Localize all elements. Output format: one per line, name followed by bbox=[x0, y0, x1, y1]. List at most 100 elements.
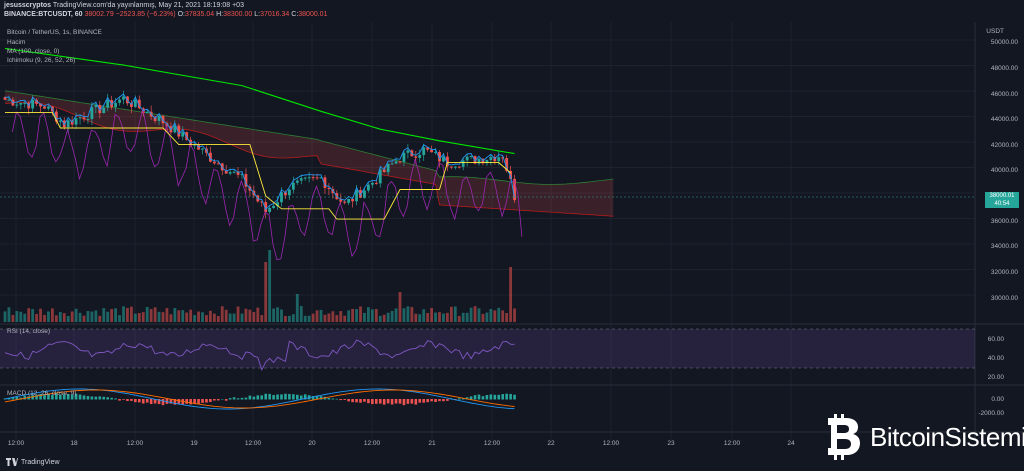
candle-body bbox=[485, 160, 489, 164]
legend-ma[interactable]: MA (100, close, 0) bbox=[7, 48, 60, 55]
macd-bar bbox=[442, 399, 445, 402]
volume-bar bbox=[62, 313, 66, 322]
macd-bar bbox=[386, 399, 390, 404]
legend-macd[interactable]: MACD (12, 26, close, 9) bbox=[7, 390, 77, 397]
volume-bar bbox=[177, 310, 181, 322]
macd-bar bbox=[161, 399, 165, 406]
candle-body bbox=[74, 118, 78, 125]
volume-bar bbox=[82, 315, 86, 322]
candle-body bbox=[86, 119, 90, 121]
volume-bar bbox=[23, 313, 27, 322]
candle-body bbox=[212, 161, 216, 164]
legend-ichimoku[interactable]: Ichimoku (9, 26, 52, 26) bbox=[7, 57, 76, 64]
legend-volume[interactable]: Hacim bbox=[7, 39, 26, 46]
candle-body bbox=[390, 163, 394, 165]
volume-bar bbox=[201, 312, 204, 322]
macd-bar bbox=[39, 393, 42, 400]
macd-bar bbox=[51, 394, 54, 400]
candle-body bbox=[446, 156, 449, 167]
volume-bar bbox=[256, 307, 260, 322]
macd-bar bbox=[422, 399, 425, 403]
volume-bar bbox=[402, 308, 406, 322]
macd-bar bbox=[292, 394, 295, 400]
volume-bar bbox=[161, 312, 165, 322]
candle-body bbox=[130, 103, 133, 107]
volume-bar bbox=[114, 308, 117, 322]
symbol-label[interactable]: BINANCE:BTCUSDT, 60 bbox=[4, 11, 83, 18]
volume-bar bbox=[442, 313, 445, 322]
macd-bar bbox=[327, 397, 331, 400]
macd-bar bbox=[252, 396, 256, 400]
volume-bar bbox=[497, 307, 501, 322]
macd-bar bbox=[402, 399, 406, 406]
candle-body bbox=[260, 201, 264, 203]
candle-body bbox=[3, 97, 7, 100]
candle-body bbox=[157, 116, 161, 121]
macd-bar bbox=[264, 393, 267, 400]
volume-bar bbox=[453, 306, 457, 322]
candle-body bbox=[90, 107, 94, 120]
time-axis-label: 12:00 bbox=[8, 440, 25, 447]
candle-body bbox=[414, 156, 418, 158]
macd-bar bbox=[106, 397, 109, 400]
volume-bar bbox=[220, 306, 224, 322]
volume-bar bbox=[58, 312, 62, 322]
macd-bar bbox=[240, 397, 244, 400]
volume-bar bbox=[382, 314, 386, 322]
price-tick-label: 32000.00 bbox=[991, 269, 1018, 276]
volume-bar bbox=[434, 312, 437, 322]
volume-bar bbox=[106, 311, 110, 322]
volume-bar bbox=[209, 310, 212, 322]
volume-bar bbox=[110, 308, 114, 322]
volume-bar bbox=[426, 313, 430, 322]
low-label: L: bbox=[254, 11, 261, 18]
macd-bar bbox=[70, 394, 74, 400]
rsi-band bbox=[0, 329, 975, 368]
volume-bar bbox=[307, 315, 311, 322]
price-tick-label: 48000.00 bbox=[991, 65, 1018, 72]
volume-bar bbox=[98, 315, 102, 322]
author-name[interactable]: jesusscryptos bbox=[4, 2, 52, 9]
legend-symbol[interactable]: Bitcoin / TetherUS, 1s, BINANCE bbox=[7, 29, 102, 36]
macd-bar bbox=[426, 399, 429, 403]
macd-bar bbox=[260, 395, 264, 400]
candle-body bbox=[295, 180, 299, 183]
signal-line bbox=[4, 389, 515, 409]
macd-bar bbox=[228, 398, 232, 400]
volume-bar bbox=[130, 306, 133, 322]
candle-body bbox=[513, 178, 516, 201]
volume-bar bbox=[165, 308, 169, 322]
candle-body bbox=[118, 99, 121, 103]
macd-bar bbox=[501, 394, 504, 400]
volume-bar bbox=[205, 315, 208, 322]
macd-bar bbox=[102, 396, 106, 400]
macd-bar bbox=[98, 396, 102, 400]
price-tick-label: 46000.00 bbox=[991, 91, 1018, 98]
candle-body bbox=[473, 156, 477, 164]
time-axis-label: 12:00 bbox=[364, 440, 381, 447]
macd-bar bbox=[224, 399, 228, 401]
macd-bar bbox=[418, 399, 422, 403]
volume-bar bbox=[122, 306, 125, 322]
macd-bar bbox=[157, 399, 161, 405]
macd-bar bbox=[406, 399, 410, 404]
candle-body bbox=[461, 160, 465, 167]
volume-bar bbox=[311, 313, 315, 322]
price-tick-label: 34000.00 bbox=[991, 243, 1018, 250]
candle-body bbox=[31, 99, 35, 109]
macd-bar bbox=[371, 399, 374, 405]
tradingview-logo[interactable]: TradingView bbox=[6, 458, 60, 466]
macd-bar bbox=[244, 397, 248, 400]
legend-rsi[interactable]: RSI (14, close) bbox=[7, 328, 50, 335]
macd-bar bbox=[153, 399, 157, 404]
volume-bar bbox=[473, 306, 477, 322]
volume-bar bbox=[276, 307, 279, 322]
macd-bar bbox=[343, 399, 346, 400]
macd-bar bbox=[454, 399, 457, 400]
macd-bar bbox=[315, 395, 319, 400]
macd-bar bbox=[378, 399, 382, 404]
candle-body bbox=[457, 166, 461, 168]
candle-body bbox=[307, 177, 311, 179]
volume-bar bbox=[303, 315, 307, 322]
